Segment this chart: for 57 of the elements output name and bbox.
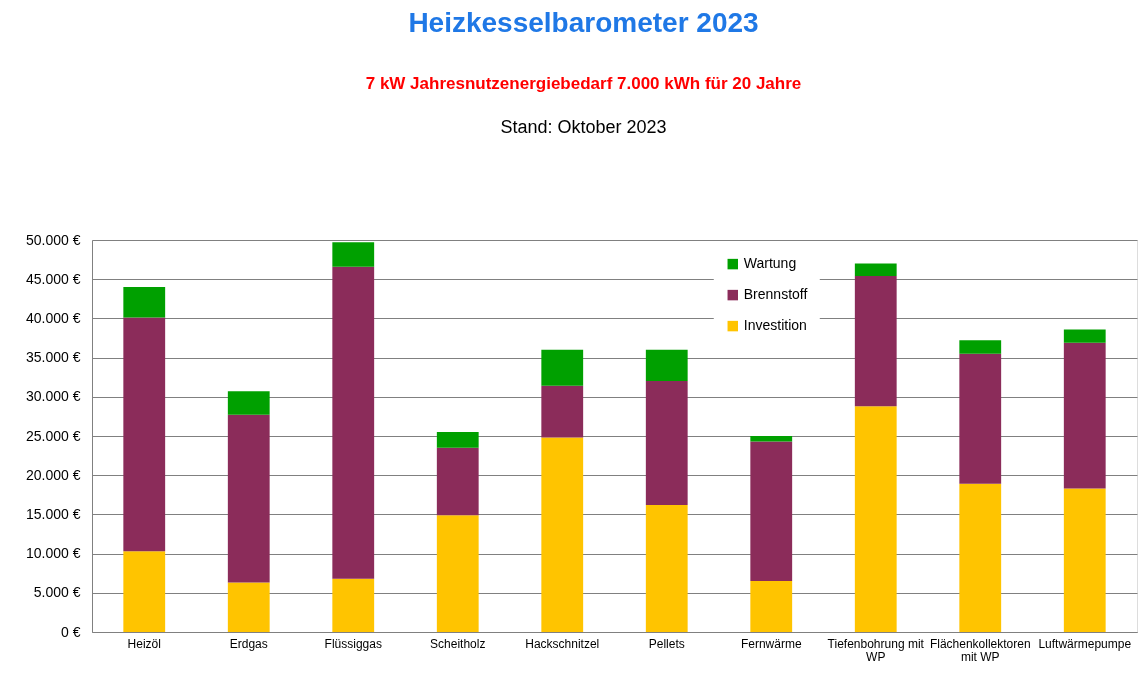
bar — [750, 581, 793, 632]
bar — [227, 391, 270, 415]
bar — [959, 340, 1002, 354]
y-tick-label: 10.000 € — [26, 545, 81, 562]
y-tick-label: 15.000 € — [26, 505, 81, 522]
y-tick-label: 5.000 € — [33, 584, 81, 601]
bar — [227, 414, 270, 583]
bar — [959, 353, 1002, 484]
x-tick-label: Erdgas — [229, 636, 268, 651]
bar — [541, 437, 584, 632]
bar — [750, 436, 793, 442]
bar — [1063, 342, 1106, 489]
bar — [854, 263, 897, 277]
bar — [1063, 329, 1106, 343]
y-tick-label: 20.000 € — [26, 466, 81, 483]
y-tick-label: 25.000 € — [26, 427, 81, 444]
x-tick-label: Scheitholz — [430, 636, 486, 651]
bar — [541, 385, 584, 438]
bar — [123, 551, 166, 632]
bar — [332, 578, 375, 632]
y-tick-label: 0 € — [61, 623, 81, 640]
bar — [645, 349, 688, 382]
x-tick-label: Hackschnitzel — [525, 636, 600, 651]
y-tick-label: 45.000 € — [26, 270, 81, 287]
bar — [227, 582, 270, 632]
legend-label: Investition — [743, 317, 807, 334]
bar — [436, 515, 479, 632]
legend-label: Wartung — [743, 255, 797, 272]
x-tick-label: Tiefenbohrung mit WP — [827, 636, 925, 664]
bar — [645, 504, 688, 632]
x-tick-label: Fernwärme — [740, 636, 802, 651]
x-tick-label: Pellets — [648, 636, 685, 651]
bar — [750, 441, 793, 582]
bar — [854, 406, 897, 632]
x-tick-label: Heizöl — [127, 636, 161, 651]
text: Stand: Oktober 2023 — [500, 117, 667, 137]
y-tick-label: 30.000 € — [26, 388, 81, 405]
bar — [854, 276, 897, 407]
bar — [123, 287, 166, 318]
bar — [436, 447, 479, 516]
chart-title: Heizkesselbarometer 2023 — [408, 7, 759, 38]
bar — [332, 266, 375, 579]
y-tick-label: 50.000 € — [26, 231, 81, 248]
bar — [436, 432, 479, 448]
x-tick-label: Flächenkollektoren mit WP — [929, 636, 1031, 664]
legend-label: Brennstoff — [743, 286, 808, 303]
bar — [541, 349, 584, 386]
x-tick-label: Luftwärmepumpe — [1038, 636, 1132, 651]
chart-subtitle: 7 kW Jahresnutzenergiebedarf 7.000 kWh für 20 Jahre — [365, 74, 802, 93]
bar — [123, 317, 166, 552]
y-tick-label: 35.000 € — [26, 349, 81, 366]
bar — [1063, 488, 1106, 632]
bar — [645, 381, 688, 505]
x-tick-label: Flüssiggas — [324, 636, 382, 651]
y-tick-label: 40.000 € — [26, 309, 81, 326]
bar — [959, 483, 1002, 632]
bar — [332, 242, 375, 267]
